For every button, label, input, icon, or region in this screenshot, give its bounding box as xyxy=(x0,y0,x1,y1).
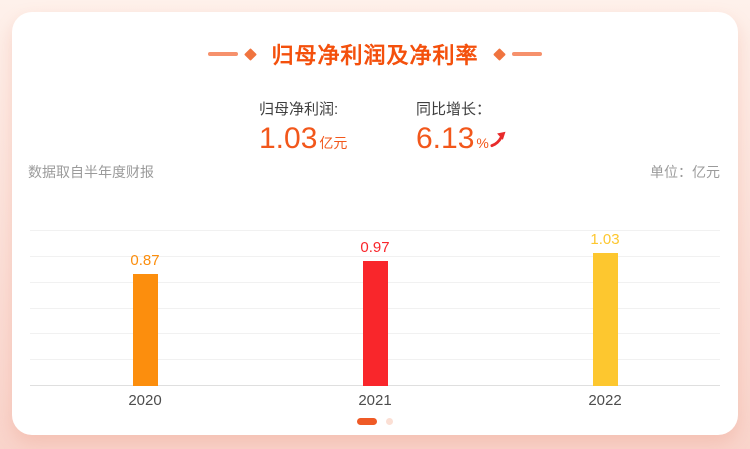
title-deco-line-left xyxy=(208,52,239,56)
title-deco-diamond-right xyxy=(492,47,506,61)
bar-2021[interactable] xyxy=(362,260,388,386)
stat-yoy-growth-value-row: 6.13 % xyxy=(416,124,507,154)
pager-dot[interactable] xyxy=(386,418,393,425)
x-axis-tick-label: 2021 xyxy=(358,392,392,409)
bar-value-label: 0.97 xyxy=(360,238,390,256)
x-axis-tick-label: 2022 xyxy=(588,392,622,409)
title-deco-line-right xyxy=(511,52,542,56)
stat-yoy-growth-label: 同比增长： xyxy=(416,101,492,118)
stat-net-profit-value: 1.03 xyxy=(259,122,318,155)
bar-2020[interactable] xyxy=(132,273,158,386)
unit-note: 单位：亿元 xyxy=(650,164,720,180)
stat-yoy-growth-value: 6.13 xyxy=(416,122,475,155)
bar-value-label: 1.03 xyxy=(590,230,620,248)
bar-value-label: 0.87 xyxy=(130,251,160,269)
data-source-note: 数据取自半年度财报 xyxy=(28,164,154,180)
bar-chart: 0.87 2020 0.97 2021 1.03 2022 xyxy=(30,230,720,409)
stat-net-profit-label: 归母净利润: xyxy=(259,101,339,118)
gridline xyxy=(30,255,720,257)
page-title: 归母净利润及净利率 xyxy=(271,43,479,68)
stat-net-profit-value-row: 1.03 亿元 xyxy=(259,124,347,154)
x-axis-tick-label: 2020 xyxy=(128,392,162,409)
stat-net-profit: 归母净利润: 1.03 亿元 xyxy=(259,98,347,154)
stat-yoy-growth-unit: % xyxy=(476,135,489,151)
stat-yoy-growth: 同比增长： 6.13 % xyxy=(416,98,507,154)
trend-up-icon xyxy=(490,131,507,153)
gridline xyxy=(30,230,720,231)
carousel-pagination xyxy=(12,418,738,425)
bar-2022[interactable] xyxy=(592,252,618,386)
metric-card: 归母净利润及净利率 归母净利润: 1.03 亿元 同比增长： 6.13 % xyxy=(12,12,738,435)
pager-dot-active[interactable] xyxy=(357,418,377,425)
stat-net-profit-unit: 亿元 xyxy=(319,135,348,151)
title-deco-diamond-left xyxy=(244,47,258,61)
card-title-row: 归母净利润及净利率 xyxy=(12,38,738,70)
